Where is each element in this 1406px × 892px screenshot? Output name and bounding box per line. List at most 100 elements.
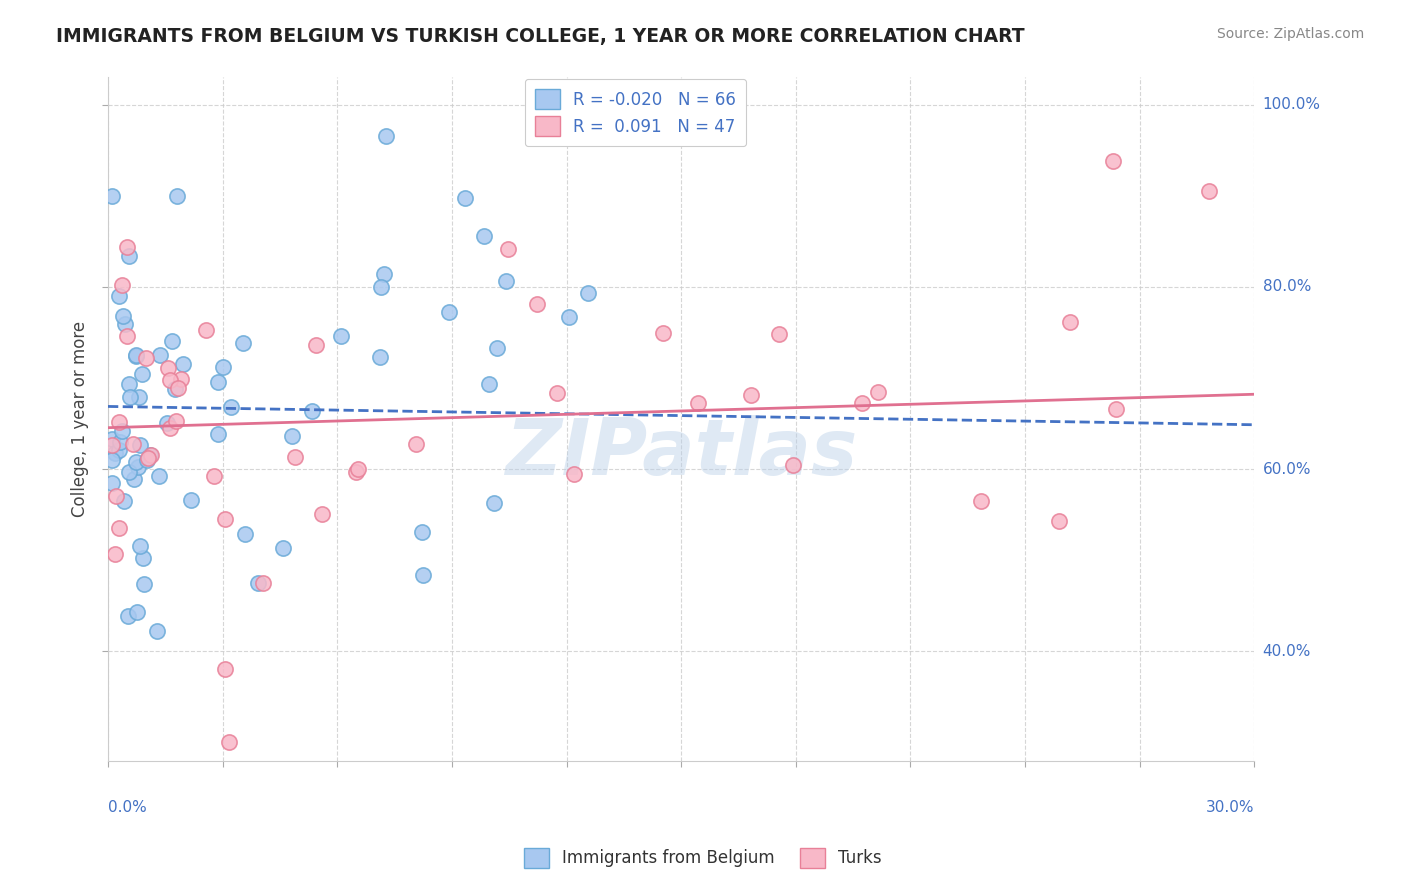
Point — [472, 229, 495, 244]
Point — [101, 453, 124, 467]
Point — [558, 310, 581, 324]
Point — [970, 494, 993, 508]
Point — [411, 524, 433, 539]
Point — [232, 336, 254, 351]
Point — [128, 438, 150, 452]
Point — [740, 388, 762, 402]
Point — [160, 334, 183, 348]
Point — [768, 327, 790, 342]
Point — [165, 413, 187, 427]
Point — [136, 453, 159, 467]
Point — [101, 188, 124, 202]
Point — [180, 493, 202, 508]
Point — [125, 455, 148, 469]
Text: 80.0%: 80.0% — [1263, 279, 1310, 294]
Point — [138, 450, 160, 465]
Point — [108, 289, 131, 303]
Point — [437, 305, 460, 319]
Point — [374, 128, 396, 143]
Point — [111, 278, 134, 293]
Point — [111, 310, 134, 324]
Point — [146, 624, 169, 638]
Point — [124, 472, 146, 486]
Point — [212, 360, 235, 375]
Point — [108, 415, 131, 429]
Point — [252, 575, 274, 590]
Point — [104, 547, 127, 561]
Point — [218, 735, 240, 749]
Point — [486, 341, 509, 355]
Point — [304, 338, 326, 352]
Point — [117, 240, 139, 254]
Legend: R = -0.020   N = 66, R =  0.091   N = 47: R = -0.020 N = 66, R = 0.091 N = 47 — [524, 78, 747, 146]
Point — [117, 609, 139, 624]
Point — [159, 421, 181, 435]
Point — [370, 350, 392, 364]
Point — [124, 349, 146, 363]
Legend: Immigrants from Belgium, Turks: Immigrants from Belgium, Turks — [517, 841, 889, 875]
Point — [329, 328, 352, 343]
Point — [652, 326, 675, 340]
Point — [346, 462, 368, 476]
Point — [118, 249, 141, 263]
Point — [112, 494, 135, 508]
Point — [166, 381, 188, 395]
Point — [214, 511, 236, 525]
Point — [149, 348, 172, 362]
Point — [107, 442, 129, 457]
Point — [283, 450, 305, 464]
Point — [370, 280, 392, 294]
Text: IMMIGRANTS FROM BELGIUM VS TURKISH COLLEGE, 1 YEAR OR MORE CORRELATION CHART: IMMIGRANTS FROM BELGIUM VS TURKISH COLLE… — [56, 27, 1025, 45]
Point — [454, 191, 477, 205]
Point — [851, 396, 873, 410]
Point — [219, 401, 242, 415]
Point — [118, 376, 141, 391]
Point — [271, 541, 294, 555]
Point — [546, 386, 568, 401]
Point — [235, 527, 257, 541]
Text: 40.0%: 40.0% — [1263, 644, 1310, 659]
Point — [124, 348, 146, 362]
Point — [115, 328, 138, 343]
Point — [131, 368, 153, 382]
Point — [148, 469, 170, 483]
Text: 30.0%: 30.0% — [1206, 799, 1254, 814]
Point — [156, 361, 179, 376]
Point — [104, 489, 127, 503]
Point — [562, 467, 585, 481]
Point — [172, 358, 194, 372]
Point — [214, 662, 236, 676]
Point — [1102, 153, 1125, 168]
Point — [412, 568, 434, 582]
Point — [159, 373, 181, 387]
Point — [125, 605, 148, 619]
Point — [101, 432, 124, 446]
Point — [166, 189, 188, 203]
Point — [202, 468, 225, 483]
Point — [108, 434, 131, 449]
Point — [135, 351, 157, 365]
Point — [782, 458, 804, 473]
Point — [101, 438, 124, 452]
Point — [576, 285, 599, 300]
Point — [134, 576, 156, 591]
Point — [311, 507, 333, 521]
Point — [108, 521, 131, 535]
Text: Source: ZipAtlas.com: Source: ZipAtlas.com — [1216, 27, 1364, 41]
Point — [246, 576, 269, 591]
Text: 0.0%: 0.0% — [108, 799, 146, 814]
Point — [344, 465, 367, 479]
Point — [139, 448, 162, 462]
Point — [170, 372, 193, 386]
Point — [373, 267, 395, 281]
Point — [301, 404, 323, 418]
Point — [686, 396, 709, 410]
Point — [495, 273, 517, 287]
Point — [1047, 514, 1070, 528]
Point — [114, 317, 136, 331]
Point — [868, 385, 890, 400]
Point — [478, 376, 501, 391]
Point — [103, 446, 125, 460]
Point — [132, 550, 155, 565]
Text: 100.0%: 100.0% — [1263, 97, 1320, 112]
